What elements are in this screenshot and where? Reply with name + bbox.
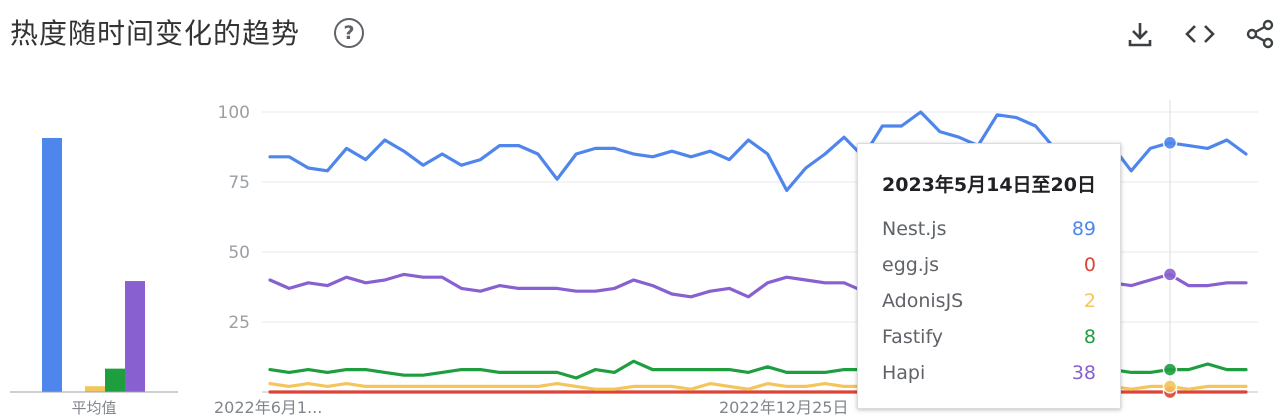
tooltip-series-value: 8	[1083, 326, 1096, 348]
tooltip-series-value: 89	[1071, 218, 1096, 240]
tooltip-card: 2023年5月14日至20日 Nest.js 89 egg.js 0 AdonisJS 2…	[857, 143, 1121, 409]
share-icon[interactable]	[1244, 18, 1276, 50]
tooltip-series-name: Fastify	[882, 326, 944, 348]
hover-marker-hapi	[1162, 267, 1178, 282]
tooltip-series-value: 38	[1071, 362, 1096, 384]
y-tick-label: 25	[228, 313, 250, 333]
tooltip-series-name: Nest.js	[882, 218, 947, 240]
average-bar-fastify	[105, 368, 125, 392]
download-icon[interactable]	[1124, 18, 1156, 50]
tooltip-row: egg.js 0	[882, 254, 1096, 284]
x-tick-label: 2022年12月25日	[719, 398, 848, 417]
hover-marker-adonisjs	[1162, 379, 1178, 394]
tooltip-row: Fastify 8	[882, 326, 1096, 356]
help-circle-icon[interactable]: ?	[334, 18, 364, 48]
chart-title: 热度随时间变化的趋势	[10, 17, 301, 50]
average-bar-hapi	[125, 281, 145, 392]
average-bar-adonisjs	[85, 386, 105, 392]
code-embed-icon[interactable]	[1184, 18, 1216, 50]
tooltip-row: Hapi 38	[882, 362, 1096, 392]
y-tick-label: 75	[228, 173, 250, 193]
y-tick-label: 100	[218, 103, 250, 123]
y-tick-label: 50	[228, 243, 250, 263]
tooltip-series-name: egg.js	[882, 254, 940, 276]
tooltip-row: Nest.js 89	[882, 218, 1096, 248]
tooltip-series-name: AdonisJS	[882, 290, 964, 312]
average-bar-nestjs	[42, 137, 62, 392]
tooltip-series-name: Hapi	[882, 362, 926, 384]
hover-marker-fastify	[1162, 362, 1178, 377]
average-axis-label: 平均值	[71, 399, 116, 417]
hover-marker-nestjs	[1162, 135, 1178, 151]
tooltip-row: AdonisJS 2	[882, 290, 1096, 320]
x-tick-label: 2022年6月1...	[214, 398, 322, 417]
tooltip-date: 2023年5月14日至20日	[882, 174, 1096, 196]
tooltip-series-value: 0	[1083, 254, 1096, 276]
tooltip-series-value: 2	[1083, 290, 1096, 312]
